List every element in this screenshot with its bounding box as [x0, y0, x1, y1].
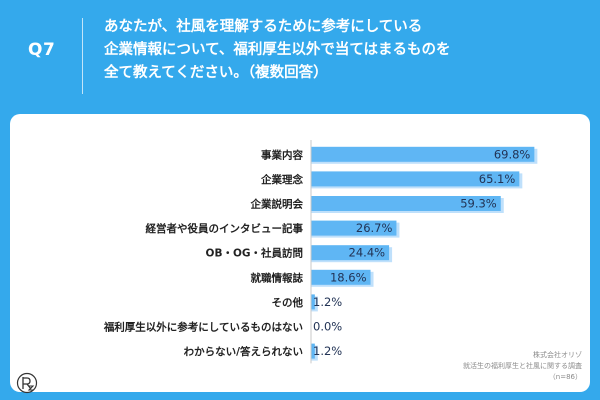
source-company: 株式会社オリゾ [533, 351, 582, 359]
category-label: OB・OG・社員訪問 [206, 247, 303, 260]
question-text: あなたが、社風を理解するために参考にしている 企業情報について、福利厚生以外で当… [104, 16, 584, 85]
category-label: その他 [272, 296, 304, 309]
value-label: 59.3% [460, 197, 497, 211]
bar-chart: 事業内容 69.8% 企業理念 65.1% 企業説明会 59.3% 経営者や役員のインタビュ… [103, 140, 538, 364]
value-label: 69.8% [494, 147, 531, 161]
value-label: 18.6% [330, 270, 367, 284]
header-divider [82, 18, 83, 94]
value-label: 0.0% [313, 320, 342, 334]
bar [311, 343, 315, 359]
category-label: 企業理念 [260, 173, 303, 186]
bar [311, 294, 315, 310]
source-note: 株式会社オリゾ 就活生の福利厚生と社風に関する調査 （n=86） [382, 350, 582, 383]
value-label: 24.4% [349, 246, 386, 260]
category-label: 就職情報誌 [251, 271, 304, 284]
question-number: Q7 [28, 40, 56, 60]
question-line: あなたが、社風を理解するために参考にしている [104, 19, 423, 35]
category-label: 福利厚生以外に参考にしているものはない [103, 321, 303, 334]
bar [311, 220, 397, 236]
question-line: 企業情報について、福利厚生以外で当てはまるものを [104, 42, 451, 58]
question-header: Q7 あなたが、社風を理解するために参考にしている 企業情報について、福利厚生以… [0, 0, 600, 108]
value-label: 65.1% [479, 172, 516, 186]
value-label: 1.2% [313, 344, 342, 358]
source-sample: （n=86） [548, 373, 582, 381]
source-survey: 就活生の福利厚生と社風に関する調査 [463, 362, 582, 370]
value-label: 1.2% [313, 295, 342, 309]
chart-panel: 事業内容 69.8% 企業理念 65.1% 企業説明会 59.3% 経営者や役員のインタビュ… [10, 114, 590, 394]
orizo-logo-icon [16, 372, 38, 394]
category-label: 事業内容 [261, 148, 303, 161]
category-label: 企業説明会 [250, 198, 304, 211]
bar [311, 196, 501, 211]
bar [311, 146, 535, 162]
bar [311, 171, 520, 187]
question-line: 全て教えてください。（複数回答） [104, 65, 328, 81]
category-label: 経営者や役員のインタビュー記事 [146, 222, 304, 235]
category-label: わからない/答えられない [184, 345, 303, 358]
bar [311, 245, 390, 261]
value-label: 26.7% [356, 221, 393, 235]
bar [311, 269, 371, 285]
